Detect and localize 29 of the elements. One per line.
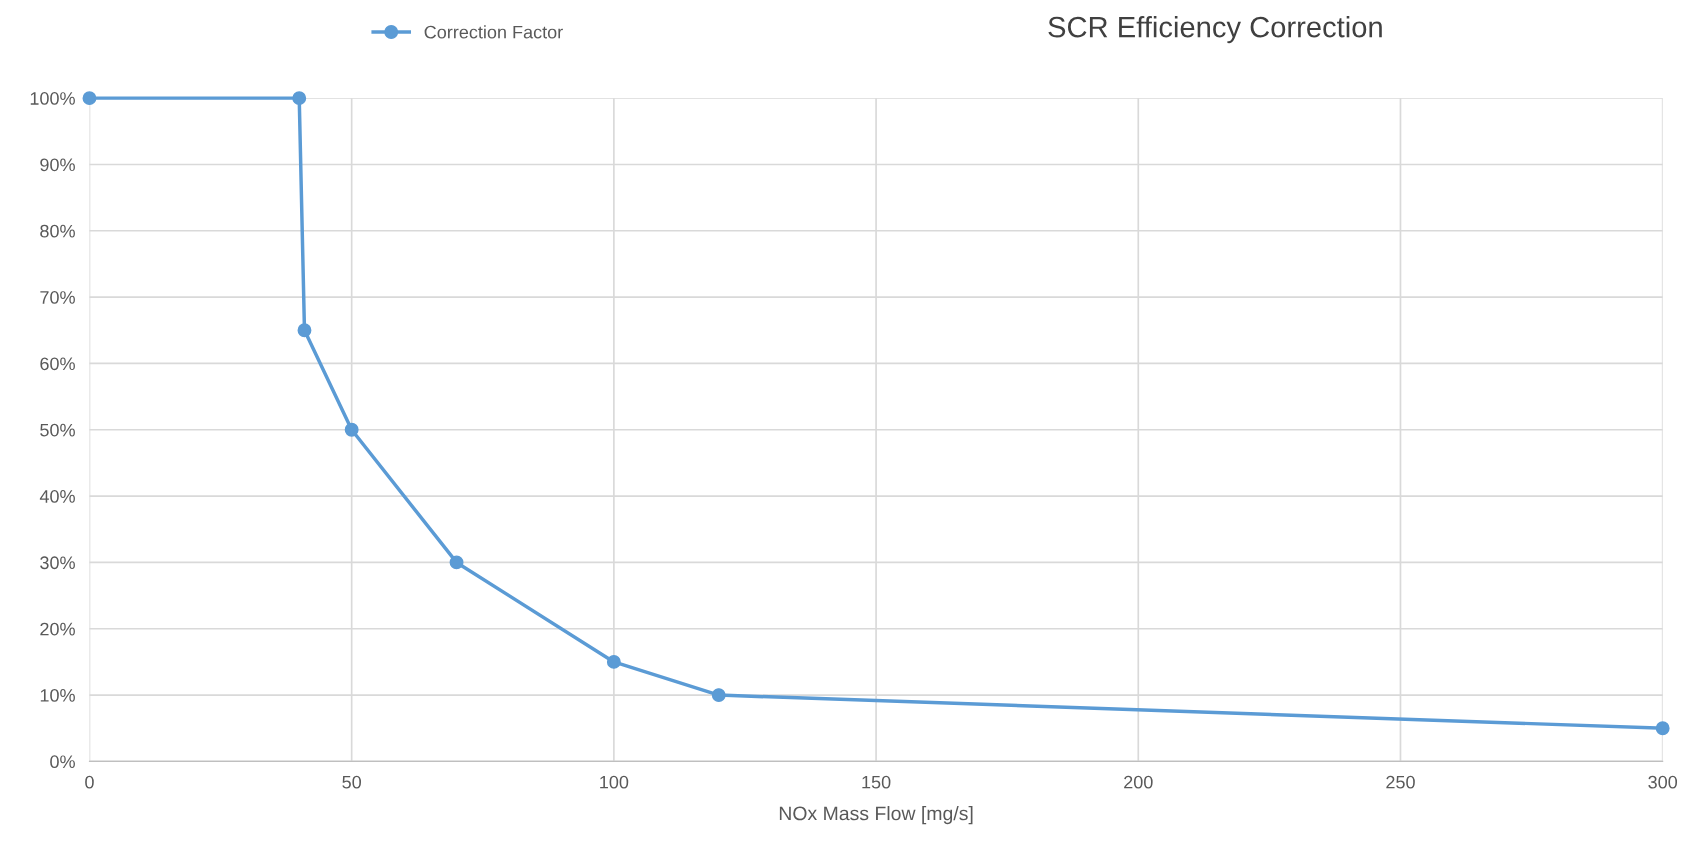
y-tick-label: 30% bbox=[40, 556, 75, 570]
point bbox=[344, 422, 359, 437]
point bbox=[292, 91, 307, 106]
point bbox=[449, 555, 464, 570]
point bbox=[297, 323, 312, 338]
y-tick-label: 70% bbox=[40, 291, 75, 304]
x-tick-label: 50 bbox=[342, 775, 361, 789]
y-tick-label: 90% bbox=[40, 158, 75, 172]
point bbox=[711, 688, 726, 703]
x-tick-label: 0 bbox=[85, 775, 94, 789]
y-tick-label: 20% bbox=[40, 622, 75, 636]
y-tick-label: 60% bbox=[40, 357, 75, 371]
x-axis-title: NOx Mass Flow [mg/s] bbox=[779, 806, 973, 825]
y-tick-label: 40% bbox=[39, 490, 75, 503]
y-tick-label: 100% bbox=[30, 92, 75, 105]
y-tick-label: 10% bbox=[40, 689, 75, 702]
x-tick-label: 150 bbox=[862, 775, 891, 789]
y-tick-label: 50% bbox=[40, 423, 75, 437]
legend-label: Correction Factor bbox=[424, 25, 563, 39]
x-tick-label: 200 bbox=[1124, 775, 1153, 789]
y-tick-label: 80% bbox=[40, 224, 75, 238]
x-tick-label: 300 bbox=[1648, 775, 1678, 789]
point bbox=[82, 91, 97, 106]
point bbox=[606, 654, 621, 669]
x-tick-label: 250 bbox=[1386, 775, 1415, 789]
point bbox=[1655, 721, 1670, 736]
x-tick-label: 100 bbox=[600, 775, 629, 789]
y-tick-label: 0% bbox=[50, 755, 75, 769]
chart-title: SCR Efficiency Correction bbox=[1048, 16, 1382, 44]
